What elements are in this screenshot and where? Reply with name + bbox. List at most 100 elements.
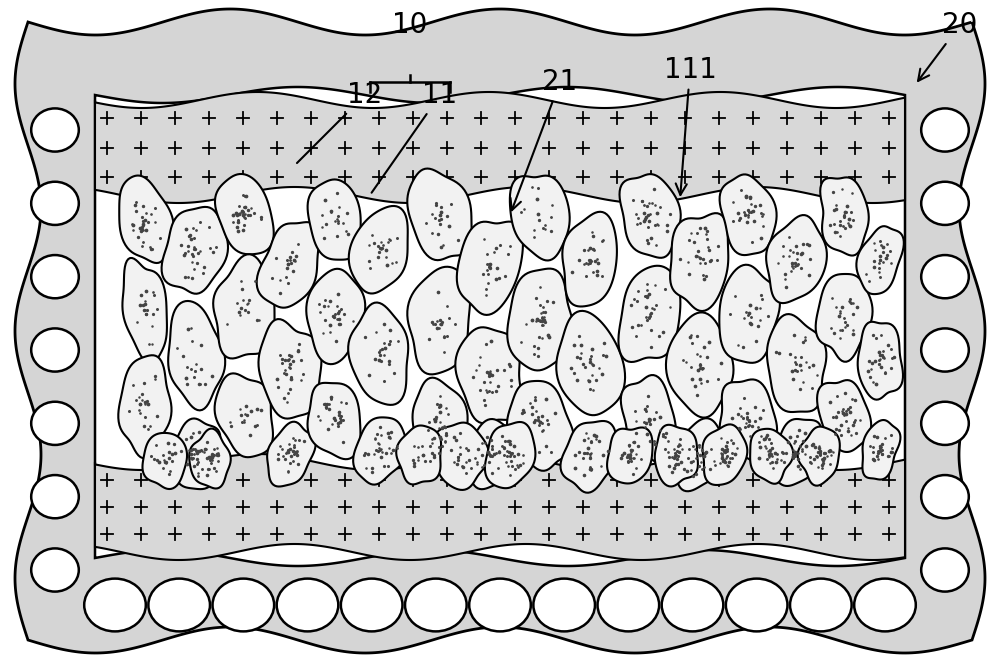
Ellipse shape: [469, 578, 531, 631]
Polygon shape: [562, 212, 617, 307]
Ellipse shape: [31, 328, 79, 371]
Polygon shape: [119, 176, 174, 263]
Ellipse shape: [349, 124, 405, 172]
Ellipse shape: [719, 124, 775, 172]
Ellipse shape: [533, 578, 595, 631]
Polygon shape: [858, 322, 903, 400]
Polygon shape: [655, 425, 698, 487]
Polygon shape: [162, 207, 228, 293]
Polygon shape: [95, 92, 905, 203]
Text: 10: 10: [392, 11, 428, 39]
Polygon shape: [213, 254, 275, 358]
Ellipse shape: [780, 124, 836, 172]
Polygon shape: [257, 222, 319, 308]
Ellipse shape: [164, 124, 220, 172]
Ellipse shape: [921, 181, 969, 225]
Ellipse shape: [102, 124, 158, 172]
Polygon shape: [817, 380, 871, 452]
Polygon shape: [620, 174, 681, 258]
Ellipse shape: [921, 402, 969, 445]
Text: 11: 11: [372, 81, 458, 193]
Polygon shape: [556, 311, 625, 415]
Ellipse shape: [213, 578, 274, 631]
Polygon shape: [455, 328, 522, 423]
Ellipse shape: [921, 328, 969, 371]
Polygon shape: [719, 265, 780, 363]
Text: 12: 12: [297, 81, 383, 163]
Polygon shape: [816, 274, 873, 362]
Ellipse shape: [921, 548, 969, 591]
Ellipse shape: [31, 255, 79, 298]
Ellipse shape: [31, 548, 79, 591]
Polygon shape: [770, 419, 822, 486]
Ellipse shape: [405, 578, 467, 631]
Polygon shape: [720, 174, 777, 255]
Polygon shape: [142, 433, 187, 489]
Polygon shape: [168, 301, 225, 411]
Polygon shape: [675, 419, 727, 491]
Polygon shape: [856, 226, 904, 294]
Polygon shape: [308, 383, 360, 459]
Polygon shape: [308, 179, 361, 259]
Ellipse shape: [790, 578, 852, 631]
Polygon shape: [720, 379, 777, 462]
Ellipse shape: [84, 578, 146, 631]
Polygon shape: [396, 426, 441, 485]
Polygon shape: [621, 375, 676, 466]
Polygon shape: [433, 422, 489, 490]
Ellipse shape: [854, 578, 916, 631]
Ellipse shape: [341, 578, 402, 631]
Polygon shape: [457, 221, 523, 315]
Polygon shape: [215, 373, 273, 457]
Polygon shape: [353, 417, 407, 485]
Polygon shape: [118, 355, 172, 458]
Ellipse shape: [148, 578, 210, 631]
Polygon shape: [507, 381, 574, 471]
Ellipse shape: [657, 124, 713, 172]
Ellipse shape: [921, 255, 969, 298]
Polygon shape: [95, 454, 905, 560]
Polygon shape: [510, 176, 570, 261]
Polygon shape: [95, 87, 905, 566]
Polygon shape: [413, 378, 468, 470]
Polygon shape: [820, 178, 869, 255]
Polygon shape: [703, 424, 747, 485]
Polygon shape: [258, 319, 321, 419]
Ellipse shape: [534, 124, 590, 172]
Text: 111: 111: [664, 56, 716, 195]
Polygon shape: [462, 419, 515, 489]
Polygon shape: [750, 429, 793, 484]
Polygon shape: [15, 9, 985, 653]
Polygon shape: [507, 269, 573, 371]
Polygon shape: [349, 206, 408, 293]
Polygon shape: [618, 266, 680, 362]
Polygon shape: [122, 258, 167, 364]
Polygon shape: [485, 422, 535, 488]
Ellipse shape: [595, 124, 651, 172]
Ellipse shape: [598, 578, 659, 631]
Ellipse shape: [726, 578, 787, 631]
Polygon shape: [766, 215, 827, 303]
Polygon shape: [560, 421, 617, 493]
Ellipse shape: [287, 124, 343, 172]
Polygon shape: [215, 174, 274, 254]
Ellipse shape: [472, 124, 528, 172]
Text: 20: 20: [918, 11, 978, 81]
Polygon shape: [666, 312, 734, 418]
Ellipse shape: [842, 124, 898, 172]
Ellipse shape: [921, 475, 969, 518]
Polygon shape: [798, 426, 840, 485]
Polygon shape: [607, 428, 653, 483]
Polygon shape: [767, 314, 826, 412]
Ellipse shape: [31, 402, 79, 445]
Polygon shape: [168, 419, 220, 489]
Ellipse shape: [31, 181, 79, 225]
Polygon shape: [306, 269, 365, 364]
Ellipse shape: [921, 108, 969, 151]
Text: 21: 21: [511, 68, 578, 210]
Ellipse shape: [662, 578, 723, 631]
Polygon shape: [267, 422, 316, 487]
Ellipse shape: [31, 108, 79, 151]
Ellipse shape: [410, 124, 466, 172]
Ellipse shape: [277, 578, 338, 631]
